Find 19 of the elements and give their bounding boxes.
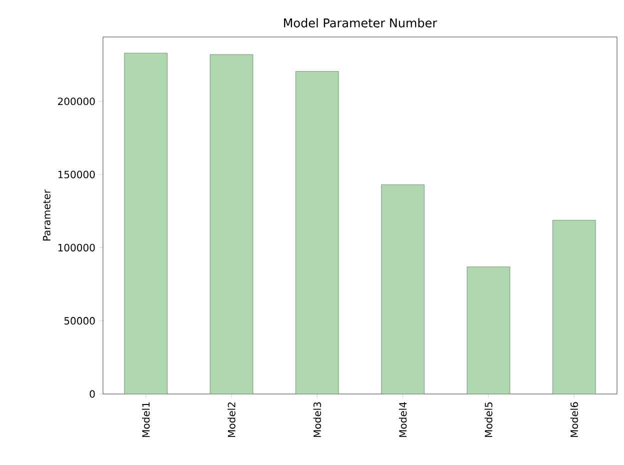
bar — [552, 220, 596, 394]
bar — [210, 54, 254, 394]
x-tick-label: Model3 — [313, 402, 322, 437]
bar — [296, 71, 339, 394]
y-tick-label: 150000 — [58, 170, 95, 178]
y-tick-label: 50000 — [64, 317, 95, 325]
y-axis-title: Parameter — [43, 189, 50, 241]
bar — [124, 52, 168, 394]
x-tick-label: Model4 — [398, 402, 407, 437]
y-tick-label: 200000 — [58, 98, 95, 106]
y-tick-label: 100000 — [58, 244, 95, 252]
bar — [466, 266, 510, 394]
x-tick-label: Model1 — [142, 402, 150, 437]
x-tick-label: Model6 — [570, 402, 578, 437]
x-tick-label: Model5 — [484, 402, 492, 437]
bar — [381, 184, 424, 394]
chart-title: Model Parameter Number — [284, 18, 438, 28]
y-tick-label: 0 — [90, 390, 95, 398]
x-tick-label: Model2 — [228, 402, 236, 437]
